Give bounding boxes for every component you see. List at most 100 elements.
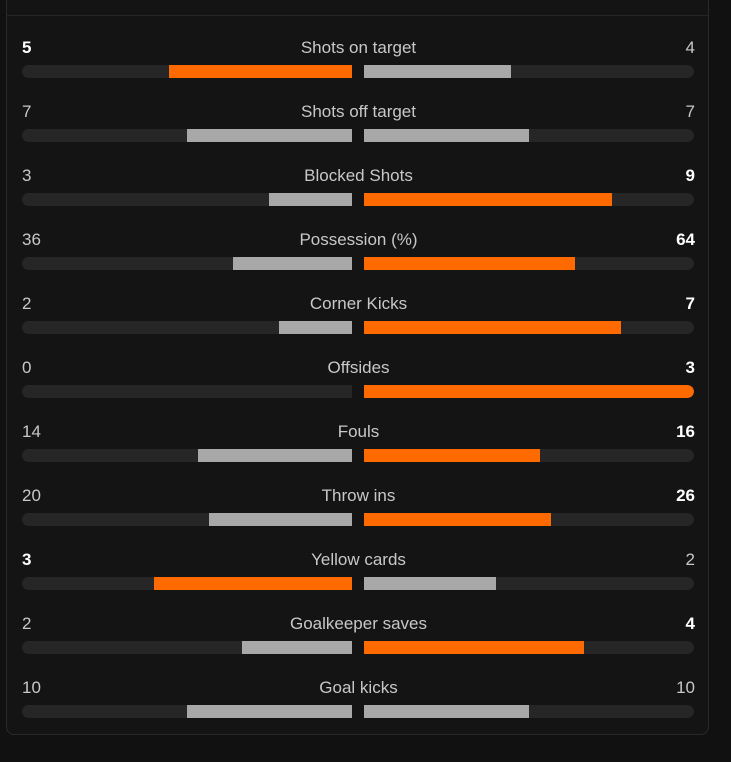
away-bar-track <box>364 513 694 526</box>
stat-label: Fouls <box>337 422 380 441</box>
home-bar-track <box>22 193 352 206</box>
away-bar-track <box>364 321 694 334</box>
match-stats-panel <box>6 0 709 735</box>
stat-row: Shots on target 5 4 <box>22 35 695 99</box>
stat-row: Possession (%) 36 64 <box>22 227 695 291</box>
home-bar-fill <box>269 193 352 206</box>
away-bar-track <box>364 449 694 462</box>
away-bar-track <box>364 257 694 270</box>
home-bar-track <box>22 513 352 526</box>
home-bar-fill <box>233 257 352 270</box>
home-value: 36 <box>22 230 41 249</box>
home-bar-fill <box>169 65 352 78</box>
away-bar-fill <box>364 129 529 142</box>
stat-row-header: Offsides 0 3 <box>22 355 695 381</box>
away-value: 2 <box>685 550 695 569</box>
stat-row-header: Shots on target 5 4 <box>22 35 695 61</box>
panel-divider <box>6 15 709 16</box>
home-value: 10 <box>22 678 41 697</box>
stat-label: Shots off target <box>301 102 416 121</box>
home-value: 3 <box>22 166 32 185</box>
away-bar-track <box>364 705 694 718</box>
stat-row-header: Goalkeeper saves 2 4 <box>22 611 695 637</box>
stat-row-header: Shots off target 7 7 <box>22 99 695 125</box>
away-bar-track <box>364 577 694 590</box>
home-value: 14 <box>22 422 41 441</box>
away-bar-track <box>364 641 694 654</box>
away-value: 4 <box>685 614 695 633</box>
stat-row-header: Fouls 14 16 <box>22 419 695 445</box>
home-bar-fill <box>198 449 352 462</box>
away-bar-track <box>364 385 694 398</box>
away-bar-fill <box>364 513 551 526</box>
home-bar-track <box>22 321 352 334</box>
stat-row: Corner Kicks 2 7 <box>22 291 695 355</box>
stat-label: Goal kicks <box>319 678 398 697</box>
home-value: 5 <box>22 38 32 57</box>
stat-row: Offsides 0 3 <box>22 355 695 419</box>
away-value: 26 <box>676 486 695 505</box>
away-value: 4 <box>685 38 695 57</box>
away-bar-fill <box>364 193 612 206</box>
stat-row-header: Possession (%) 36 64 <box>22 227 695 253</box>
away-bar-fill <box>364 577 496 590</box>
home-bar-track <box>22 65 352 78</box>
stat-row-header: Throw ins 20 26 <box>22 483 695 509</box>
away-bar-fill <box>364 449 540 462</box>
home-bar-track <box>22 129 352 142</box>
stat-row: Yellow cards 3 2 <box>22 547 695 611</box>
away-bar-fill <box>364 65 511 78</box>
away-value: 9 <box>685 166 695 185</box>
home-bar-track <box>22 385 352 398</box>
stat-label: Possession (%) <box>299 230 418 249</box>
stat-label: Shots on target <box>300 38 417 57</box>
stat-row: Goalkeeper saves 2 4 <box>22 611 695 675</box>
stat-label: Goalkeeper saves <box>289 614 428 633</box>
home-bar-fill <box>154 577 352 590</box>
home-value: 7 <box>22 102 32 121</box>
stat-row-header: Yellow cards 3 2 <box>22 547 695 573</box>
home-bar-fill <box>187 705 352 718</box>
home-value: 20 <box>22 486 41 505</box>
stat-row: Fouls 14 16 <box>22 419 695 483</box>
stat-label: Corner Kicks <box>309 294 408 313</box>
home-bar-track <box>22 577 352 590</box>
away-value: 7 <box>685 294 695 313</box>
away-value: 64 <box>676 230 695 249</box>
home-bar-track <box>22 449 352 462</box>
away-bar-fill <box>364 257 575 270</box>
away-value: 7 <box>685 102 695 121</box>
away-bar-fill <box>364 321 621 334</box>
away-bar-fill <box>364 641 584 654</box>
stat-row-header: Goal kicks 10 10 <box>22 675 695 701</box>
home-bar-track <box>22 705 352 718</box>
stat-label: Offsides <box>327 358 390 377</box>
away-bar-fill <box>364 705 529 718</box>
home-bar-fill <box>279 321 352 334</box>
stat-row: Throw ins 20 26 <box>22 483 695 547</box>
stat-row-header: Corner Kicks 2 7 <box>22 291 695 317</box>
home-bar-track <box>22 641 352 654</box>
stat-label: Yellow cards <box>311 550 406 569</box>
stat-label: Blocked Shots <box>304 166 413 185</box>
stat-row: Goal kicks 10 10 <box>22 675 695 739</box>
away-value: 10 <box>676 678 695 697</box>
stat-row: Shots off target 7 7 <box>22 99 695 163</box>
home-value: 2 <box>22 294 32 313</box>
away-bar-track <box>364 129 694 142</box>
stat-label: Throw ins <box>321 486 396 505</box>
stat-row: Blocked Shots 3 9 <box>22 163 695 227</box>
away-bar-track <box>364 65 694 78</box>
home-value: 2 <box>22 614 32 633</box>
away-bar-fill <box>364 385 694 398</box>
home-bar-fill <box>242 641 352 654</box>
home-value: 0 <box>22 358 32 377</box>
stat-row-header: Blocked Shots 3 9 <box>22 163 695 189</box>
home-value: 3 <box>22 550 32 569</box>
away-value: 16 <box>676 422 695 441</box>
home-bar-fill <box>187 129 352 142</box>
home-bar-fill <box>209 513 352 526</box>
home-bar-track <box>22 257 352 270</box>
away-bar-track <box>364 193 694 206</box>
away-value: 3 <box>685 358 695 377</box>
